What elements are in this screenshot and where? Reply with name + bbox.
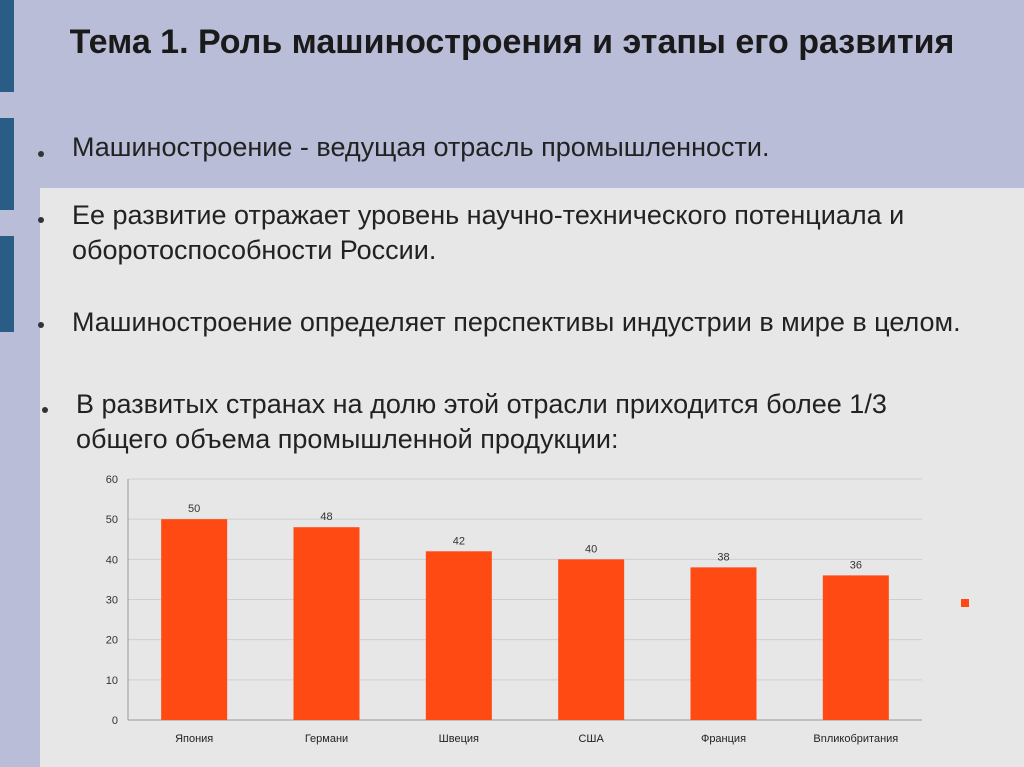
y-tick-label: 60	[106, 474, 118, 486]
chart-y-ticks: 0 10 20 30 40 50 60	[106, 474, 118, 727]
data-label: 38	[717, 551, 729, 563]
bullet-text: Ее развитие отражает уровень научно-техн…	[72, 200, 905, 265]
chart-data-labels: 50 48 42 40 38 36	[188, 503, 862, 571]
bullet-text: Машиностроение определяет перспективы ин…	[72, 307, 961, 337]
y-tick-label: 20	[106, 635, 118, 647]
x-category-label: Япония	[175, 733, 213, 745]
bullet-dot-icon	[38, 217, 44, 223]
bullet-text: В развитых странах на долю этой отрасли …	[76, 389, 887, 454]
chart-gridlines	[127, 478, 922, 721]
data-label: 36	[850, 559, 862, 571]
data-label: 42	[453, 535, 465, 547]
data-label: 40	[585, 543, 597, 555]
slide-title: Тема 1. Роль машиностроения и этапы его …	[69, 23, 955, 61]
bar	[161, 519, 228, 720]
bullet-dot-icon	[42, 407, 48, 413]
bar	[293, 527, 360, 720]
legend-swatch	[961, 599, 969, 607]
bullet-dot-icon	[38, 151, 44, 157]
y-tick-label: 50	[106, 514, 118, 526]
y-tick-label: 0	[112, 715, 118, 727]
chart-x-labels: Япония Германи Швеция США Франция Вnликобрита…	[175, 733, 898, 745]
x-category-label: США	[578, 733, 604, 745]
accent-bar	[0, 118, 14, 210]
bar	[425, 551, 492, 720]
bullet-dot-icon	[38, 322, 44, 328]
accent-bar	[0, 236, 14, 332]
bar	[822, 575, 889, 720]
chart-bars	[161, 519, 889, 720]
accent-bar	[0, 0, 14, 92]
data-label: 50	[188, 503, 200, 515]
y-tick-label: 10	[106, 675, 118, 687]
x-category-label: Швеция	[439, 733, 479, 745]
x-category-label: Германи	[305, 733, 348, 745]
y-tick-label: 30	[106, 595, 118, 607]
bar	[690, 567, 757, 720]
bullet-text: Машиностроение - ведущая отрасль промышл…	[72, 132, 770, 162]
x-category-label: Вnликобритания	[813, 733, 898, 745]
x-category-label: Франция	[701, 733, 746, 745]
data-label: 48	[320, 511, 332, 523]
bar	[558, 559, 625, 720]
y-tick-label: 40	[106, 554, 118, 566]
